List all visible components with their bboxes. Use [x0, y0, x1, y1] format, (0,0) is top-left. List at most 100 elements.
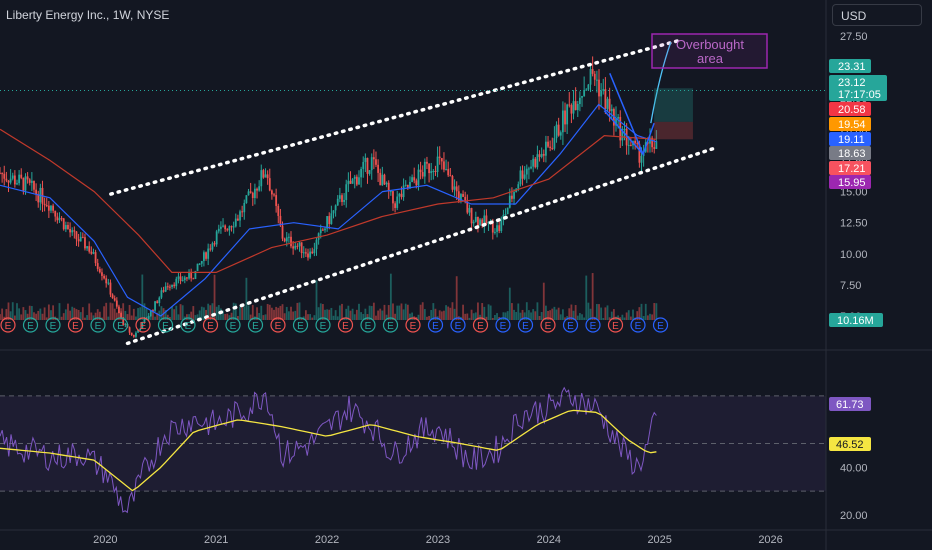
candle-body: [296, 245, 299, 247]
rsi-label-bg: [829, 397, 871, 411]
candle-body: [436, 156, 439, 172]
volume-bar: [508, 287, 511, 320]
price-label-value: 15.95: [838, 177, 866, 189]
candle-body: [154, 301, 156, 311]
candle-body: [270, 190, 273, 195]
rsi-tick-label: 40.00: [840, 462, 868, 474]
volume-bar: [160, 306, 163, 320]
candle-body: [18, 174, 21, 184]
candle-body: [334, 205, 337, 211]
candle-body: [224, 225, 227, 230]
symbol-title: Liberty Energy Inc., 1W, NYSE: [6, 8, 170, 22]
earnings-marker-label: E: [635, 321, 642, 332]
volume-bar: [398, 305, 401, 320]
volume-bar: [52, 305, 55, 320]
candle-body: [132, 335, 135, 337]
volume-bar: [45, 317, 48, 320]
volume-bar: [402, 309, 405, 320]
candle-body: [570, 105, 573, 114]
volume-bar: [181, 305, 184, 320]
currency-selector[interactable]: USD: [832, 4, 922, 26]
candle-body: [387, 182, 390, 192]
volume-bar: [7, 302, 10, 320]
candle-body: [498, 225, 501, 231]
volume-bar: [545, 305, 547, 320]
volume-bar: [500, 317, 503, 320]
volume-bar: [107, 316, 110, 320]
candle-body: [651, 137, 654, 148]
candle-body: [258, 186, 261, 191]
volume-bar: [37, 310, 40, 320]
price-label-bg: [829, 175, 871, 189]
candle-body: [275, 195, 278, 206]
volume-bar: [296, 302, 299, 320]
candle-body: [279, 215, 282, 226]
candle-body: [324, 228, 326, 231]
volume-bar: [389, 273, 392, 320]
candle-body: [292, 246, 295, 249]
volume-bar: [617, 315, 620, 320]
candle-body: [523, 174, 526, 179]
candle-body: [617, 116, 620, 119]
candle-body: [109, 282, 112, 295]
channel-line-upper: [109, 37, 684, 196]
candle-body: [111, 294, 114, 299]
candle-body: [330, 213, 333, 225]
volume-bar: [394, 313, 396, 320]
candle-body: [542, 153, 545, 156]
candle-body: [538, 154, 541, 157]
candle-body: [1, 173, 4, 175]
price-tick-label: 12.50: [840, 218, 868, 230]
price-label-bg: [829, 75, 887, 101]
candle-body: [156, 301, 159, 304]
candle-body: [383, 174, 386, 185]
candle-body: [213, 243, 216, 245]
candle-body: [60, 218, 63, 220]
volume-bar: [366, 314, 369, 320]
candle-body: [483, 215, 486, 226]
candle-body: [98, 268, 101, 273]
volume-bar: [243, 306, 246, 320]
earnings-marker-label: E: [612, 321, 619, 332]
volume-bar: [564, 317, 566, 320]
candle-body: [402, 185, 405, 198]
volume-bar: [43, 307, 46, 320]
candle-body: [572, 101, 575, 114]
volume-bar: [77, 309, 80, 320]
price-label-value: 23.31: [838, 61, 866, 73]
candle-body: [273, 194, 275, 196]
candle-body: [169, 286, 171, 288]
candle-body: [649, 137, 651, 144]
volume-bar: [205, 309, 207, 320]
earnings-marker-ring: [22, 317, 39, 333]
candle-body: [517, 184, 520, 189]
candle-body: [290, 236, 292, 247]
volume-bar: [494, 314, 496, 320]
volume-bar: [256, 307, 258, 320]
volume-bar: [387, 305, 390, 320]
candle-body: [372, 157, 375, 160]
candle-body: [332, 210, 335, 214]
volume-bar: [383, 304, 386, 320]
volume-bar: [562, 309, 564, 320]
candle-body: [576, 104, 579, 111]
candle-body: [101, 272, 103, 276]
volume-bar: [549, 310, 552, 320]
candle-body: [179, 276, 182, 281]
candle-body: [228, 226, 231, 231]
volume-bar: [334, 310, 337, 320]
volume-bar: [226, 313, 229, 320]
earnings-marker-label: E: [500, 321, 507, 332]
candle-body: [171, 284, 173, 287]
volume-bar: [642, 316, 645, 320]
volume-bar: [608, 317, 611, 320]
candle-body: [447, 169, 450, 176]
earnings-marker-label: E: [230, 321, 237, 332]
target-zone: [654, 88, 693, 122]
volume-bar: [245, 277, 248, 320]
volume-bar: [230, 312, 233, 320]
earnings-marker-label: E: [365, 321, 372, 332]
earnings-marker-label: E: [207, 321, 214, 332]
earnings-marker-ring: [45, 317, 61, 333]
